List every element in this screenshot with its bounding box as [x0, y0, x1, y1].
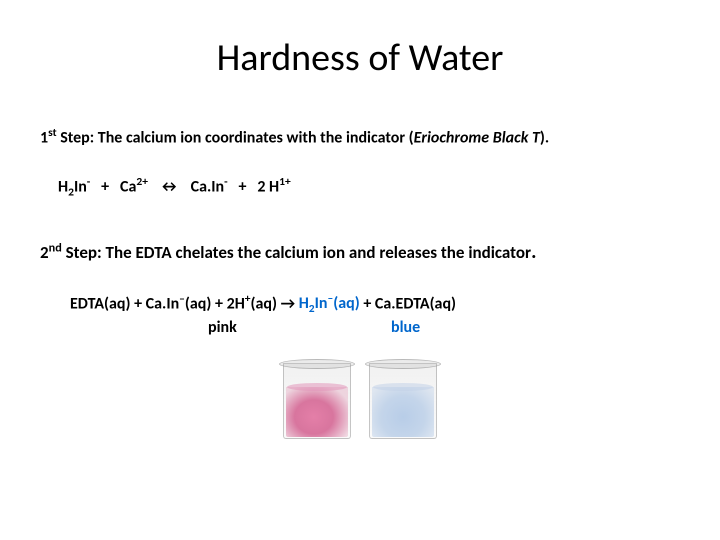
eq2-blue-label: blue [391, 318, 420, 337]
eq1-plus-ca: + Ca [90, 178, 136, 197]
step1-ord-suffix: st [48, 126, 56, 140]
equation2: EDTA(aq) + Ca.In–(aq) + 2H+(aq) → H2In–(… [70, 292, 680, 338]
step2-line: 2nd Step: The EDTA chelates the calcium … [40, 240, 680, 264]
step1-close: ). [540, 128, 549, 147]
beaker-blue [363, 355, 443, 443]
equation1: H2In- + Ca2+ ↔ Ca.In- + 2 H1+ [58, 175, 680, 200]
eq1-h-charge: 1+ [279, 175, 291, 189]
eq1-h2in-h: H [58, 178, 68, 197]
page-title: Hardness of Water [40, 35, 680, 81]
beakers-image [40, 355, 680, 443]
step2-ord-suffix: nd [49, 240, 62, 255]
eq2-edta: EDTA(aq) + Ca.In [70, 294, 179, 313]
step2-dot: . [531, 240, 536, 264]
step1-text: Step: The calcium ion coordinates with t… [57, 128, 414, 147]
step1-ord: 1 [40, 128, 48, 147]
eq1-plus-h: + 2 H [228, 178, 280, 197]
step1-indicator: Eriochrome Black T [414, 128, 540, 147]
eq1-arrow: ↔ [148, 178, 191, 197]
eq1-h2in-in: In [74, 178, 87, 197]
beaker-pink [277, 355, 357, 443]
eq1-cain: Ca.In [191, 178, 225, 197]
eq2-tail: + Ca.EDTA(aq) [360, 294, 456, 313]
eq2-h2in: H2In–(aq) [299, 294, 360, 313]
eq1-ca-charge: 2+ [136, 175, 148, 189]
step2-text: Step: The EDTA chelates the calcium ion … [62, 242, 531, 263]
eq2-aq2: (aq) → [251, 294, 299, 313]
eq2-aq1: (aq) + 2H [185, 294, 245, 313]
eq2-line2: pink blue [70, 318, 680, 337]
eq2-pink-label: pink [208, 318, 363, 337]
step2-ord: 2 [40, 242, 49, 263]
step1-line: 1st Step: The calcium ion coordinates wi… [40, 126, 680, 147]
eq2-line1: EDTA(aq) + Ca.In–(aq) + 2H+(aq) → H2In–(… [70, 292, 680, 317]
